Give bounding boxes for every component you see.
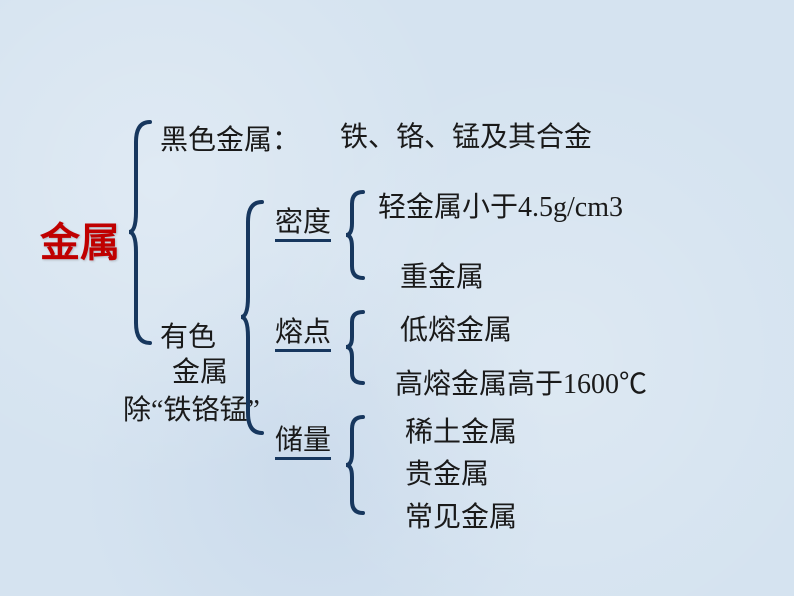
leaf-common-metal: 常见金属 [405,495,517,535]
brace-reserve [345,415,369,515]
root-label: 金属 [40,210,120,268]
criteria-melting: 熔点 [275,310,331,350]
criteria-melting-text: 熔点 [275,317,331,352]
leaf-low-melting: 低熔金属 [400,308,512,348]
colored-metal-line1: 有色 [160,315,216,355]
black-metal-label: 黑色金属： [160,118,300,158]
leaf-light-metal: 轻金属小于4.5g/cm3 [378,185,623,225]
leaf-rare-earth: 稀土金属 [405,410,517,450]
brace-melting [345,310,369,385]
criteria-reserve: 储量 [275,418,331,458]
leaf-noble-metal: 贵金属 [405,452,489,492]
leaf-high-melting: 高熔金属高于1600℃ [395,362,647,402]
criteria-density-text: 密度 [275,207,331,242]
criteria-reserve-text: 储量 [275,425,331,460]
criteria-density: 密度 [275,200,331,240]
brace-colored [240,200,270,435]
leaf-heavy-metal: 重金属 [400,255,484,295]
colored-metal-line2: 金属 [172,350,228,390]
black-metal-detail: 铁、铬、锰及其合金 [340,115,592,155]
brace-density [345,190,369,280]
brace-root [128,120,158,345]
